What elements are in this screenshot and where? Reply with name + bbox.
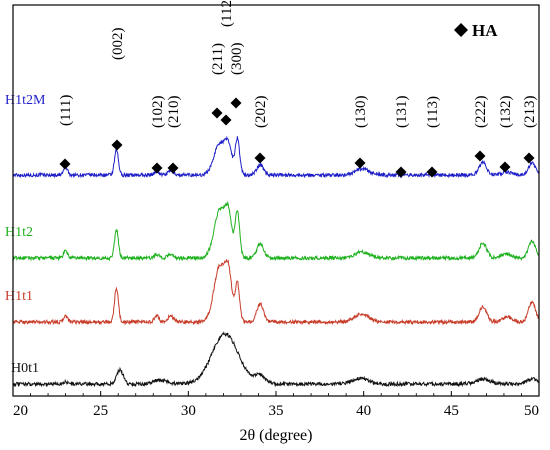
- peak-label: (112): [219, 0, 235, 27]
- peak-marker: [354, 157, 366, 169]
- x-axis-label: 2θ (degree): [240, 427, 313, 444]
- peak-marker: [499, 161, 511, 173]
- peak-label: (202): [253, 96, 269, 129]
- peak-label: (300): [229, 43, 245, 76]
- peak-label: (131): [394, 96, 410, 129]
- series-line-h0t1: [12, 331, 540, 388]
- peak-label: (222): [473, 96, 489, 129]
- peak-annotations: (111) (002) (102) (210) (211) (112) (300) (202)…: [58, 0, 538, 178]
- series-label-h1t2m: H1t2M: [5, 93, 46, 108]
- peak-marker: [426, 166, 438, 178]
- peak-label: (132): [498, 96, 514, 129]
- peak-marker: [474, 150, 486, 162]
- x-tick-label: 20: [13, 403, 28, 419]
- x-axis-ticks: 20 25 30 35 40 45 50: [12, 391, 540, 419]
- peak-label: (211): [210, 43, 226, 75]
- series-line-h1t2m: [12, 135, 540, 179]
- x-tick-label: 40: [356, 403, 371, 419]
- peak-marker: [254, 152, 266, 164]
- peak-marker: [167, 162, 179, 174]
- series-line-h1t2: [12, 200, 540, 262]
- series-traces: H1t2M H1t2 H1t1 H0t1: [5, 93, 540, 388]
- legend-label: HA: [472, 21, 498, 40]
- legend: HA: [454, 21, 498, 40]
- x-tick-label: 25: [93, 403, 108, 419]
- peak-label: (111): [58, 95, 74, 126]
- peak-label: (130): [353, 96, 369, 129]
- series-label-h1t2: H1t2: [5, 225, 33, 240]
- peak-marker: [230, 97, 242, 109]
- series-line-h1t1: [12, 259, 540, 326]
- peak-marker: [220, 114, 232, 126]
- series-label-h1t1: H1t1: [5, 289, 33, 304]
- x-tick-label: 30: [181, 403, 196, 419]
- x-tick-label: 45: [444, 403, 459, 419]
- peak-label: (213): [522, 96, 538, 129]
- peak-label: (002): [110, 28, 126, 61]
- peak-label: (210): [166, 96, 182, 129]
- x-tick-label: 35: [269, 403, 284, 419]
- peak-label: (102): [150, 96, 166, 129]
- legend-diamond-marker: [454, 23, 468, 37]
- peak-marker: [523, 152, 535, 164]
- plot-frame: [12, 4, 540, 397]
- peak-marker: [59, 158, 71, 170]
- peak-marker: [395, 166, 407, 178]
- peak-marker: [111, 139, 123, 151]
- peak-label: (113): [425, 96, 441, 128]
- peak-marker: [151, 162, 163, 174]
- series-label-h0t1: H0t1: [11, 361, 39, 376]
- peak-marker: [211, 107, 223, 119]
- x-tick-label: 50: [524, 403, 539, 419]
